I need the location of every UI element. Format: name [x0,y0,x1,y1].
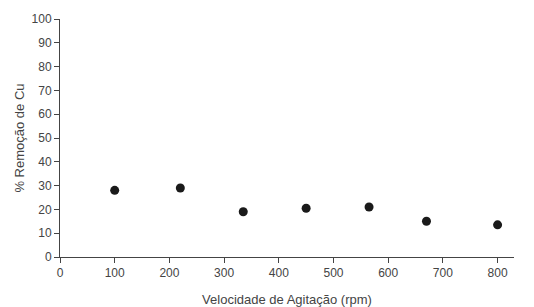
svg-text:Velocidade de Agitação (rpm): Velocidade de Agitação (rpm) [202,292,372,307]
svg-text:100: 100 [32,12,52,26]
svg-text:800: 800 [488,266,508,280]
svg-text:200: 200 [159,266,179,280]
svg-text:400: 400 [269,266,289,280]
svg-text:100: 100 [105,266,125,280]
svg-text:30: 30 [38,179,52,193]
svg-text:20: 20 [38,203,52,217]
svg-text:90: 90 [38,36,52,50]
svg-text:10: 10 [38,226,52,240]
svg-text:40: 40 [38,155,52,169]
svg-text:80: 80 [38,60,52,74]
svg-text:% Remoção de Cu: % Remoção de Cu [12,83,27,192]
svg-text:0: 0 [57,266,64,280]
svg-text:700: 700 [433,266,453,280]
svg-text:50: 50 [38,131,52,145]
svg-text:500: 500 [323,266,343,280]
svg-text:0: 0 [45,250,52,264]
svg-text:60: 60 [38,107,52,121]
svg-text:70: 70 [38,84,52,98]
svg-text:300: 300 [214,266,234,280]
svg-text:600: 600 [378,266,398,280]
